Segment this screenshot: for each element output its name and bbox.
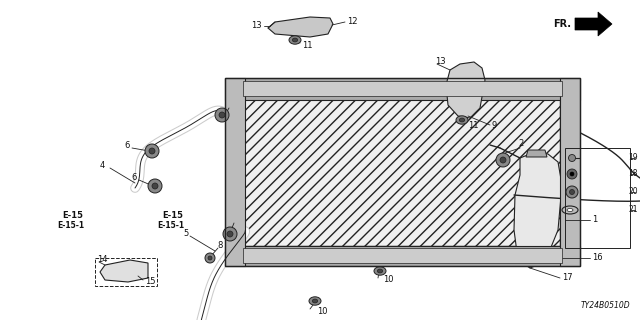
Circle shape [500, 157, 506, 163]
Bar [565, 148, 630, 248]
Text: 19: 19 [628, 154, 638, 163]
Text: 5: 5 [184, 229, 189, 238]
Polygon shape [526, 150, 547, 157]
Text: E-15-1: E-15-1 [157, 220, 184, 229]
Ellipse shape [289, 36, 301, 44]
Circle shape [227, 231, 233, 237]
Text: 6: 6 [125, 141, 130, 150]
Text: TY24B0510D: TY24B0510D [580, 301, 630, 310]
Text: FR.: FR. [553, 19, 571, 29]
Circle shape [149, 148, 155, 154]
Ellipse shape [567, 209, 573, 212]
Circle shape [208, 256, 212, 260]
Circle shape [152, 183, 158, 189]
Polygon shape [243, 248, 562, 263]
Ellipse shape [456, 116, 468, 124]
Polygon shape [243, 81, 562, 96]
Circle shape [219, 112, 225, 118]
Circle shape [145, 144, 159, 158]
Ellipse shape [292, 38, 298, 42]
Ellipse shape [312, 299, 317, 303]
Ellipse shape [378, 269, 383, 273]
Circle shape [570, 189, 575, 195]
Circle shape [570, 172, 574, 176]
Text: 6: 6 [230, 100, 236, 109]
Text: 1: 1 [592, 215, 597, 225]
Bar [225, 78, 580, 266]
Text: 16: 16 [592, 253, 603, 262]
Text: E-15: E-15 [162, 211, 183, 220]
Circle shape [148, 179, 162, 193]
Circle shape [566, 186, 578, 198]
Text: 6: 6 [235, 217, 241, 226]
Ellipse shape [309, 297, 321, 305]
Polygon shape [446, 62, 485, 118]
Text: E-15: E-15 [62, 211, 83, 220]
Text: 2: 2 [518, 140, 524, 148]
Polygon shape [225, 78, 245, 266]
Bar [245, 100, 560, 246]
Ellipse shape [374, 267, 386, 275]
Text: 11: 11 [468, 122, 479, 131]
Polygon shape [225, 78, 580, 100]
Text: 20: 20 [628, 188, 638, 196]
Polygon shape [268, 17, 333, 37]
Text: 11: 11 [302, 41, 312, 50]
Bar [243, 98, 562, 246]
Text: 12: 12 [347, 17, 358, 26]
Text: 6: 6 [132, 173, 137, 182]
Text: 17: 17 [562, 274, 573, 283]
Circle shape [223, 227, 237, 241]
Text: 8: 8 [217, 242, 222, 251]
Text: 15: 15 [145, 276, 156, 285]
Circle shape [567, 169, 577, 179]
Circle shape [205, 253, 215, 263]
Bar [95, 258, 157, 286]
Text: 14: 14 [97, 255, 108, 265]
Ellipse shape [460, 118, 465, 122]
Text: 10: 10 [317, 308, 328, 316]
Text: 13: 13 [435, 58, 445, 67]
Circle shape [496, 153, 510, 167]
Polygon shape [560, 78, 580, 266]
Polygon shape [100, 260, 148, 282]
Text: 18: 18 [628, 170, 638, 179]
Text: 4: 4 [100, 162, 105, 171]
Circle shape [215, 108, 229, 122]
Text: 21: 21 [628, 205, 638, 214]
Polygon shape [575, 12, 612, 36]
Text: E-15-1: E-15-1 [57, 220, 84, 229]
Polygon shape [225, 246, 580, 266]
Text: 9: 9 [492, 121, 497, 130]
Text: 10: 10 [383, 276, 394, 284]
Circle shape [568, 155, 575, 162]
Polygon shape [514, 152, 562, 268]
Text: 13: 13 [252, 20, 262, 29]
